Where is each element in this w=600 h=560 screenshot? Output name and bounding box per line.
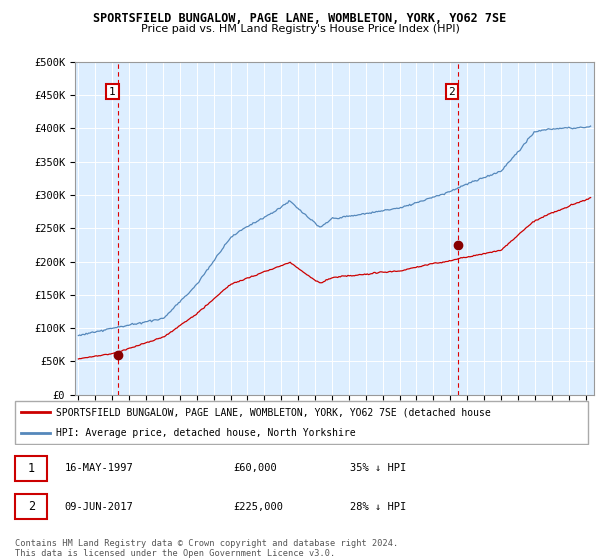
Text: SPORTSFIELD BUNGALOW, PAGE LANE, WOMBLETON, YORK, YO62 7SE (detached house: SPORTSFIELD BUNGALOW, PAGE LANE, WOMBLET… — [56, 407, 490, 417]
Text: 35% ↓ HPI: 35% ↓ HPI — [350, 463, 406, 473]
Text: SPORTSFIELD BUNGALOW, PAGE LANE, WOMBLETON, YORK, YO62 7SE: SPORTSFIELD BUNGALOW, PAGE LANE, WOMBLET… — [94, 12, 506, 25]
Text: 1: 1 — [28, 462, 35, 475]
Text: 2: 2 — [28, 500, 35, 513]
FancyBboxPatch shape — [15, 494, 47, 519]
Text: £60,000: £60,000 — [233, 463, 277, 473]
FancyBboxPatch shape — [15, 401, 588, 444]
Text: Price paid vs. HM Land Registry's House Price Index (HPI): Price paid vs. HM Land Registry's House … — [140, 24, 460, 34]
Text: 16-MAY-1997: 16-MAY-1997 — [64, 463, 133, 473]
Text: £225,000: £225,000 — [233, 502, 283, 512]
FancyBboxPatch shape — [15, 456, 47, 481]
Text: 2: 2 — [448, 87, 455, 96]
Text: HPI: Average price, detached house, North Yorkshire: HPI: Average price, detached house, Nort… — [56, 428, 355, 438]
Text: 28% ↓ HPI: 28% ↓ HPI — [350, 502, 406, 512]
Text: 1: 1 — [109, 87, 116, 96]
Text: 09-JUN-2017: 09-JUN-2017 — [64, 502, 133, 512]
Text: Contains HM Land Registry data © Crown copyright and database right 2024.
This d: Contains HM Land Registry data © Crown c… — [15, 539, 398, 558]
